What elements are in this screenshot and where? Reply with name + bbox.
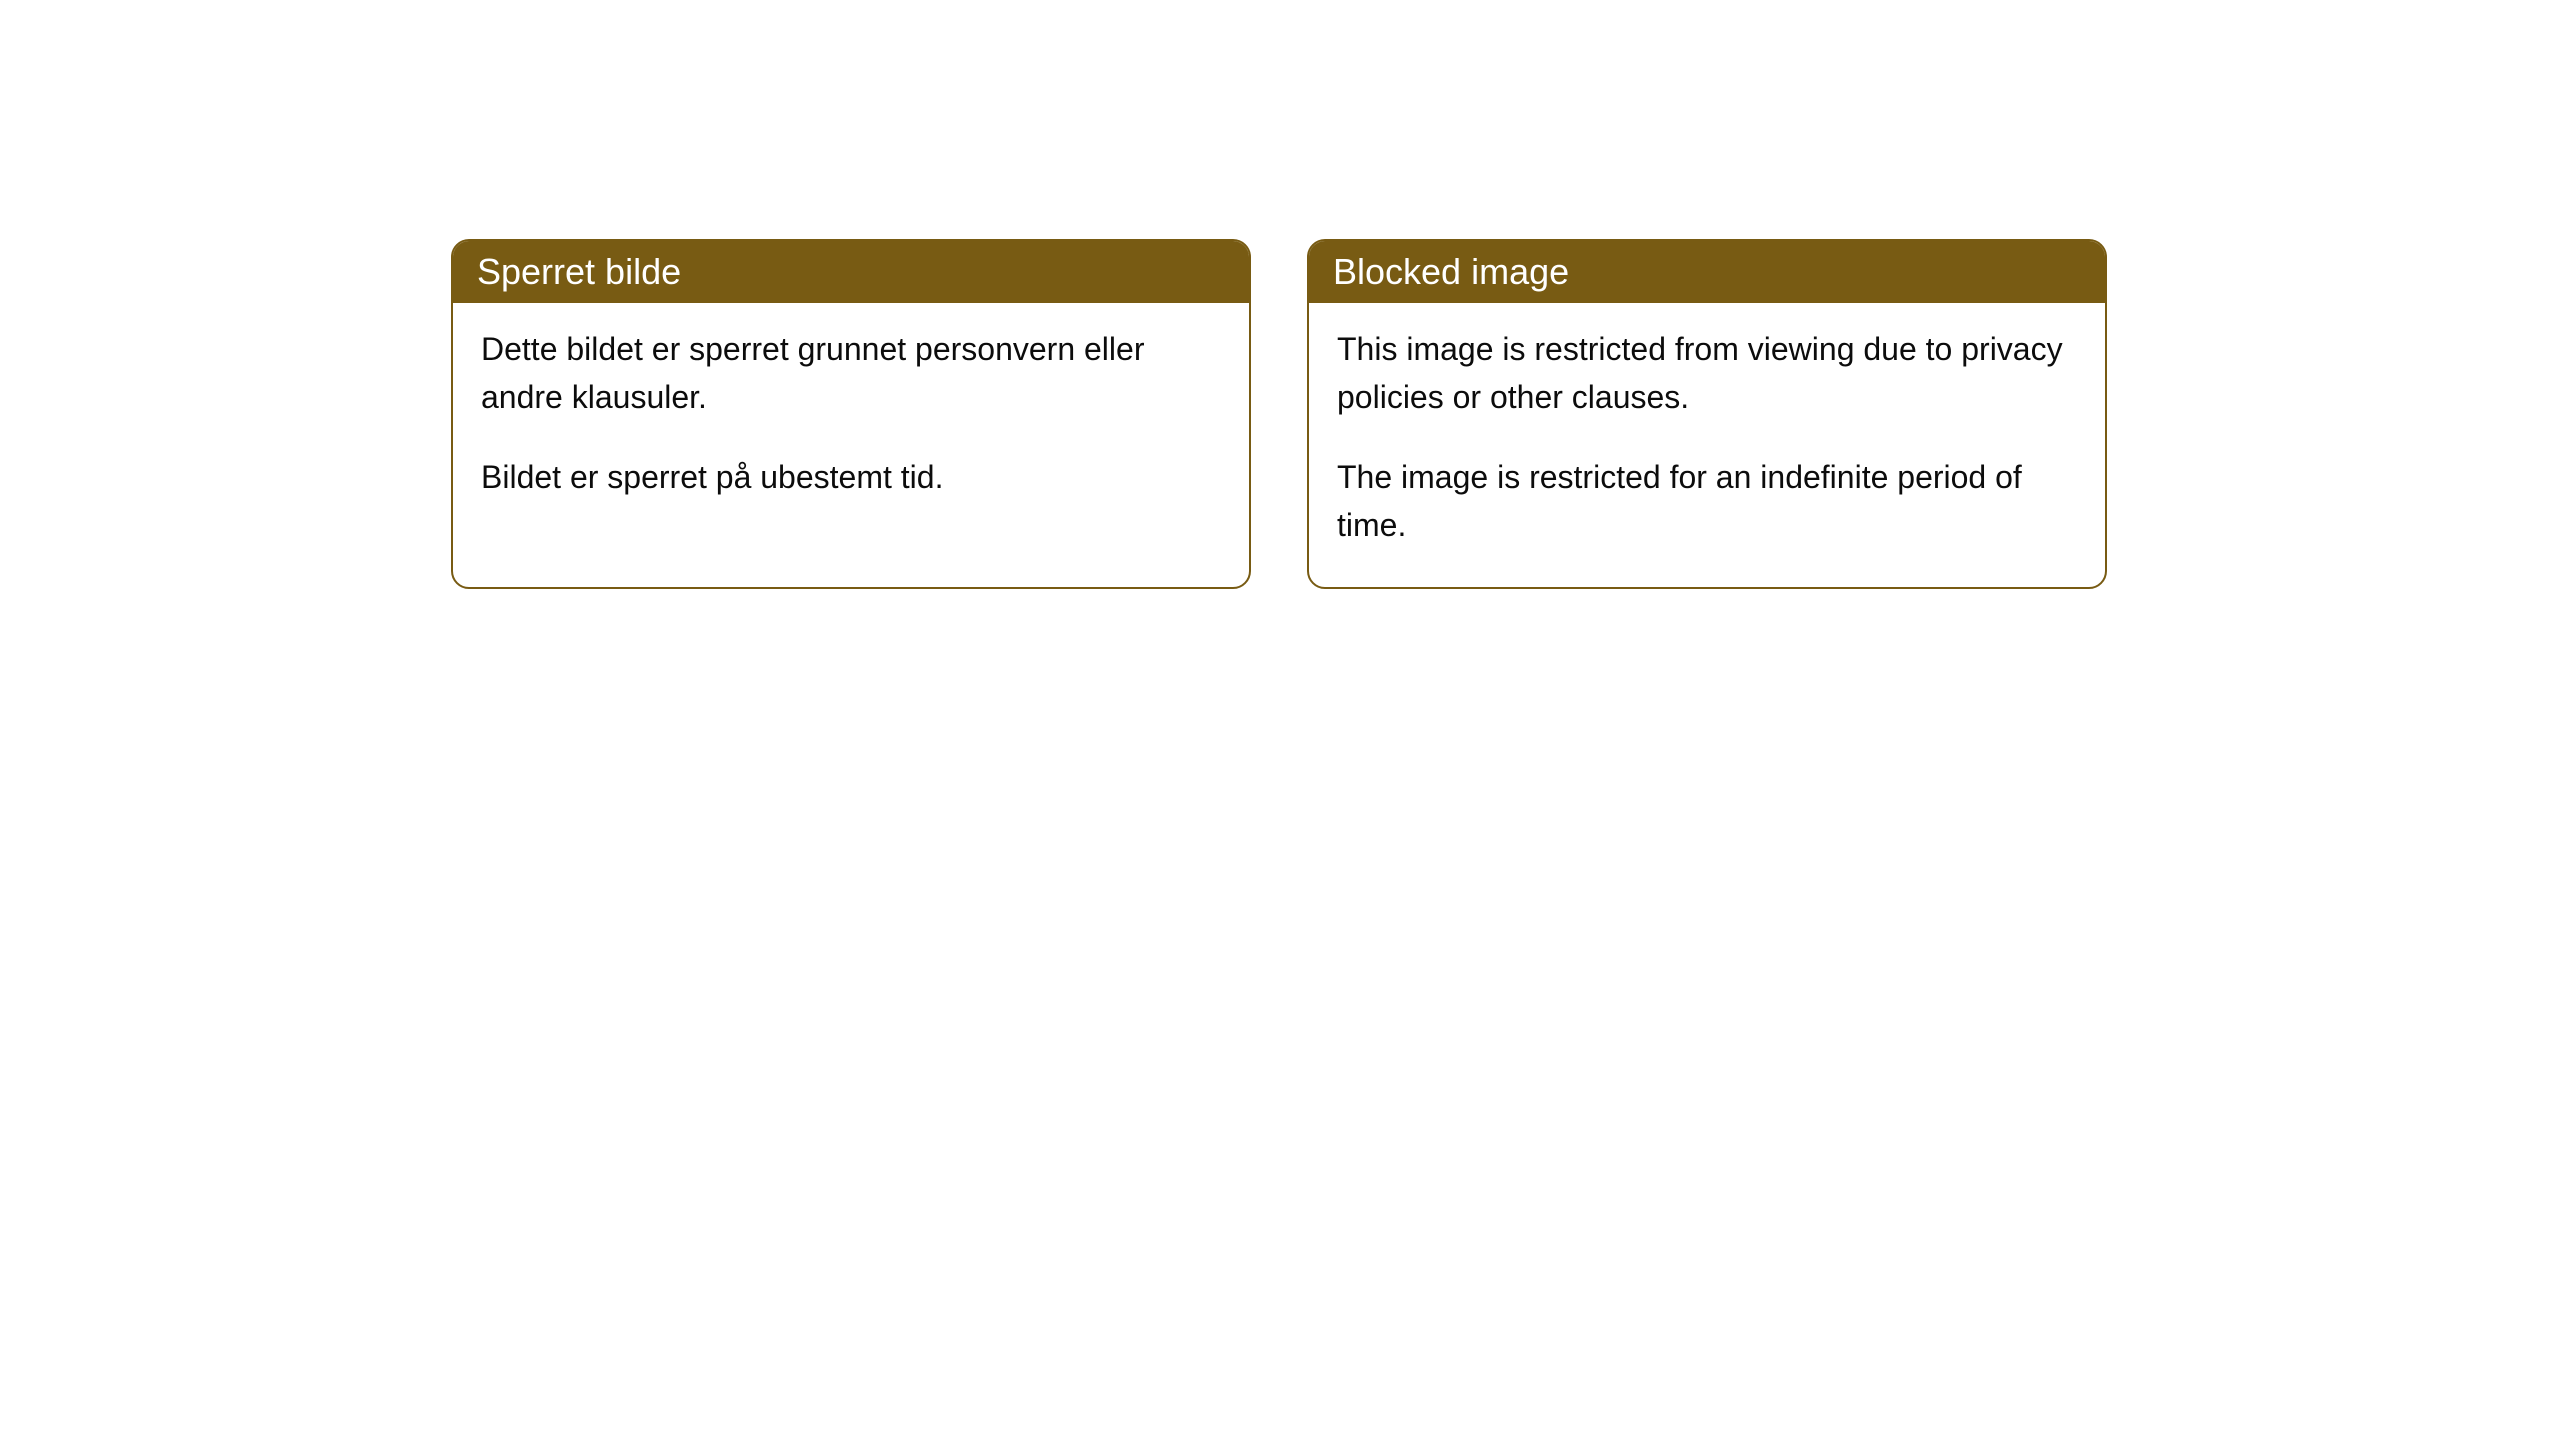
notice-card-header: Blocked image <box>1309 241 2105 303</box>
notice-card-body: Dette bildet er sperret grunnet personve… <box>453 303 1249 539</box>
notice-paragraph: Dette bildet er sperret grunnet personve… <box>481 325 1221 421</box>
notice-card-norwegian: Sperret bilde Dette bildet er sperret gr… <box>451 239 1251 589</box>
notice-paragraph: The image is restricted for an indefinit… <box>1337 453 2077 549</box>
notice-paragraph: Bildet er sperret på ubestemt tid. <box>481 453 1221 501</box>
notice-card-body: This image is restricted from viewing du… <box>1309 303 2105 587</box>
notice-card-header: Sperret bilde <box>453 241 1249 303</box>
notice-card-english: Blocked image This image is restricted f… <box>1307 239 2107 589</box>
notice-cards-container: Sperret bilde Dette bildet er sperret gr… <box>451 239 2107 589</box>
notice-paragraph: This image is restricted from viewing du… <box>1337 325 2077 421</box>
